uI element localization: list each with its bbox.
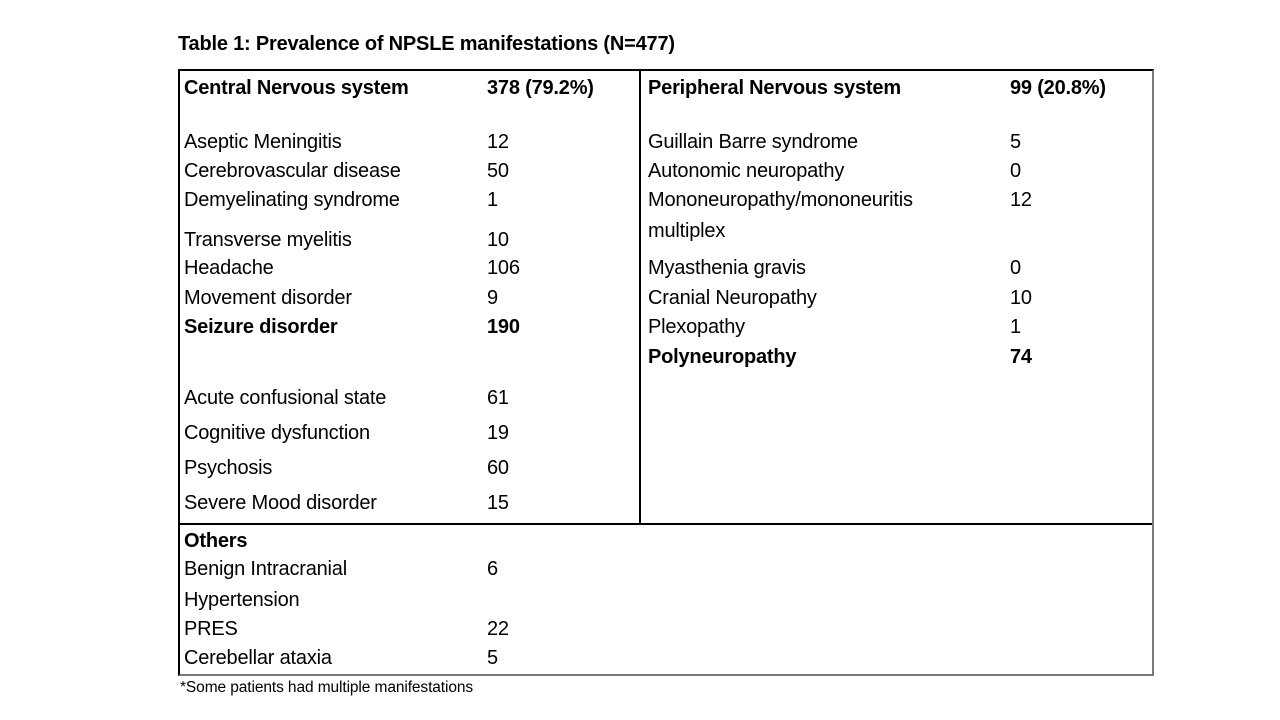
table-row: Cerebellar ataxia 5 [184, 644, 636, 672]
others-section-divider [180, 523, 1152, 525]
table-row: Myasthenia gravis 0 [648, 254, 1148, 282]
others-header-label: Others [184, 530, 248, 552]
table-row: Psychosis 60 [184, 454, 636, 482]
row-value: 61 [487, 387, 509, 409]
pns-header-label: Peripheral Nervous system [648, 77, 901, 99]
row-label: Transverse myelitis [184, 229, 352, 251]
table-row: Acute confusional state 61 [184, 384, 636, 412]
table-row: Headache 106 [184, 254, 636, 282]
table-row: Seizure disorder 190 [184, 313, 636, 341]
row-value: 5 [1010, 131, 1021, 153]
others-header-row: Others [184, 527, 636, 555]
row-label: Cranial Neuropathy [648, 287, 817, 309]
row-value: 6 [487, 558, 498, 580]
row-value: 10 [1010, 287, 1032, 309]
cns-header-value: 378 (79.2%) [487, 77, 594, 99]
row-label: Cerebellar ataxia [184, 647, 332, 669]
row-label: Headache [184, 257, 274, 279]
row-value: 1 [1010, 316, 1021, 338]
pns-header-row: Peripheral Nervous system 99 (20.8%) [648, 74, 1148, 102]
row-label: Demyelinating syndrome [184, 189, 400, 211]
row-label: Aseptic Meningitis [184, 131, 342, 153]
row-label: Mononeuropathy/mononeuritis multiplex [648, 189, 913, 242]
row-label: Guillain Barre syndrome [648, 131, 858, 153]
table-row: Aseptic Meningitis 12 [184, 128, 636, 156]
table-title: Table 1: Prevalence of NPSLE manifestati… [178, 33, 675, 55]
row-value: 9 [487, 287, 498, 309]
row-value: 74 [1010, 346, 1032, 368]
row-label: Autonomic neuropathy [648, 160, 845, 182]
row-value: 15 [487, 492, 509, 514]
table-row: Plexopathy 1 [648, 313, 1148, 341]
table-row: Autonomic neuropathy 0 [648, 157, 1148, 185]
row-value: 19 [487, 422, 509, 444]
row-value: 50 [487, 160, 509, 182]
table-row: Cerebrovascular disease 50 [184, 157, 636, 185]
row-value: 22 [487, 618, 509, 640]
row-label: Movement disorder [184, 287, 352, 309]
table-row: Mononeuropathy/mononeuritis multiplex 12 [648, 185, 1148, 247]
row-label: Psychosis [184, 457, 273, 479]
row-label: Polyneuropathy [648, 346, 797, 368]
row-label: Benign Intracranial Hypertension [184, 558, 347, 611]
row-label: Myasthenia gravis [648, 257, 806, 279]
table-row: Cranial Neuropathy 10 [648, 284, 1148, 312]
row-label: Acute confusional state [184, 387, 387, 409]
manifestations-table: Central Nervous system 378 (79.2%) Asepti… [178, 69, 1154, 676]
row-label: PRES [184, 618, 238, 640]
table-row: Transverse myelitis 10 [184, 226, 636, 254]
table-row: Cognitive dysfunction 19 [184, 419, 636, 447]
pns-header-value: 99 (20.8%) [1010, 77, 1106, 99]
row-value: 10 [487, 229, 509, 251]
table-row: Demyelinating syndrome 1 [184, 186, 636, 214]
row-value: 190 [487, 316, 520, 338]
cns-header-label: Central Nervous system [184, 77, 409, 99]
row-value: 106 [487, 257, 520, 279]
row-value: 60 [487, 457, 509, 479]
table-footnote: *Some patients had multiple manifestatio… [180, 679, 474, 696]
row-label: Cerebrovascular disease [184, 160, 401, 182]
cns-header-row: Central Nervous system 378 (79.2%) [184, 74, 636, 102]
row-value: 12 [1010, 189, 1032, 211]
row-label: Plexopathy [648, 316, 745, 338]
table-row: Guillain Barre syndrome 5 [648, 128, 1148, 156]
table-row: PRES 22 [184, 615, 636, 643]
row-label: Severe Mood disorder [184, 492, 377, 514]
column-divider [639, 71, 641, 523]
row-value: 0 [1010, 160, 1021, 182]
table-row: Movement disorder 9 [184, 284, 636, 312]
row-value: 12 [487, 131, 509, 153]
row-label: Cognitive dysfunction [184, 422, 370, 444]
table-row: Benign Intracranial Hypertension 6 [184, 554, 636, 616]
row-value: 0 [1010, 257, 1021, 279]
row-value: 1 [487, 189, 498, 211]
row-value: 5 [487, 647, 498, 669]
table-row: Polyneuropathy 74 [648, 343, 1148, 371]
table-row: Severe Mood disorder 15 [184, 489, 636, 517]
row-label: Seizure disorder [184, 316, 338, 338]
